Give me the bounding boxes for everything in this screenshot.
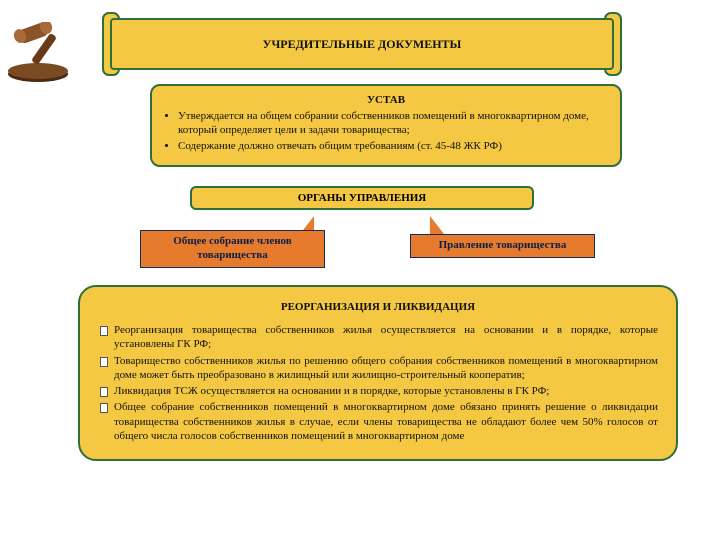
title-box: УЧРЕДИТЕЛЬНЫЕ ДОКУМЕНТЫ (110, 18, 614, 70)
gavel-icon (0, 22, 82, 84)
reorg-box: РЕОРГАНИЗАЦИЯ И ЛИКВИДАЦИЯ Реорганизация… (78, 285, 678, 461)
organ-box: ОРГАНЫ УПРАВЛЕНИЯ (190, 186, 534, 210)
reorg-item: Реорганизация товарищества собственников… (108, 323, 658, 352)
ustav-list: Утверждается на общем собрании собственн… (166, 110, 606, 153)
ustav-item: Утверждается на общем собрании собственн… (178, 110, 606, 138)
callout-pointer-right (430, 216, 444, 234)
callout-left: Общее собрание членов товарищества (140, 230, 325, 268)
reorg-heading: РЕОРГАНИЗАЦИЯ И ЛИКВИДАЦИЯ (98, 301, 658, 313)
reorg-item: Общее собрание собственников помещений в… (108, 400, 658, 443)
callout-right: Правление товарищества (410, 234, 595, 258)
ustav-box: УСТАВ Утверждается на общем собрании соб… (150, 84, 622, 167)
reorg-list: Реорганизация товарищества собственников… (98, 323, 658, 443)
callout-left-text: Общее собрание членов товарищества (173, 235, 291, 261)
title-text: УЧРЕДИТЕЛЬНЫЕ ДОКУМЕНТЫ (263, 37, 462, 52)
callout-right-text: Правление товарищества (439, 239, 567, 251)
reorg-item: Товарищество собственников жилья по реше… (108, 354, 658, 383)
ustav-heading: УСТАВ (166, 94, 606, 106)
organ-heading: ОРГАНЫ УПРАВЛЕНИЯ (298, 192, 427, 204)
ustav-item: Содержание должно отвечать общим требова… (178, 140, 606, 154)
reorg-item: Ликвидация ТСЖ осуществляется на основан… (108, 384, 658, 398)
